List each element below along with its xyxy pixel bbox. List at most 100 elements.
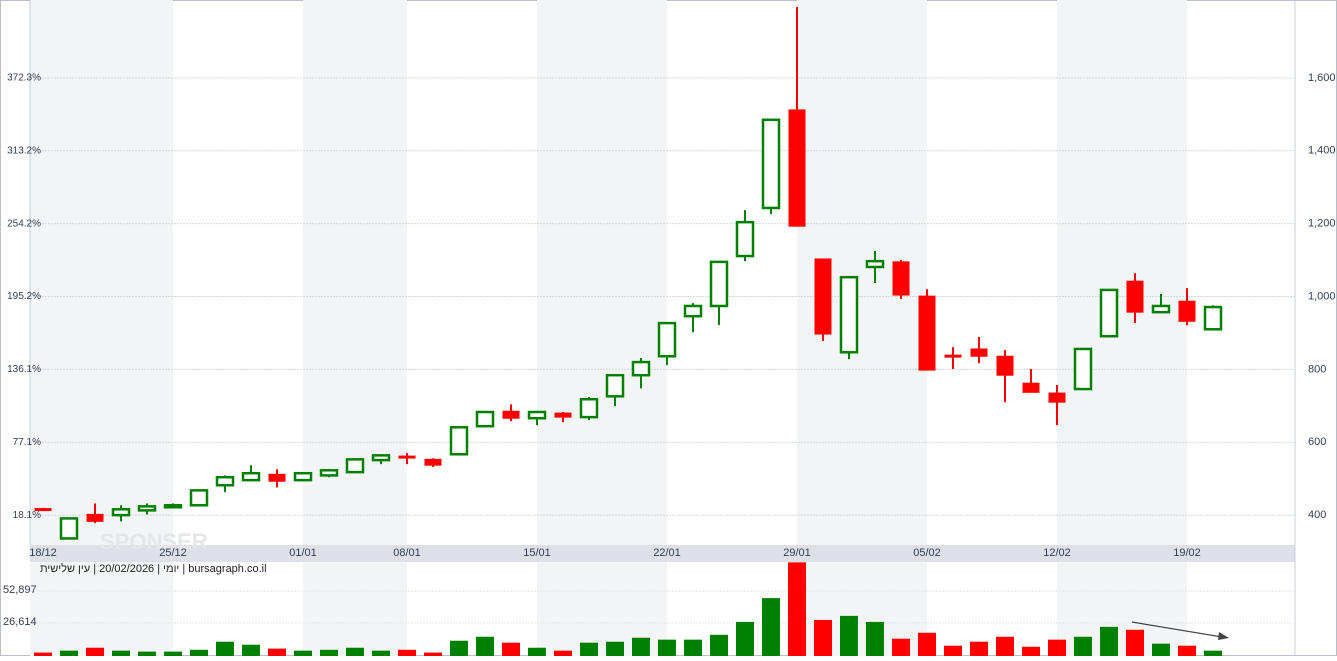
volume-bar [450,640,468,656]
y2-tick-label: 313.2% [7,146,41,157]
y2-tick-label: 77.1% [13,437,41,448]
x-tick-label: 05/02 [913,547,941,559]
x-tick-label: 12/02 [1043,547,1071,559]
candle-body [735,220,755,258]
y-tick-label: 800 [1308,363,1326,375]
volume-bar [918,632,936,656]
y2-tick-label: 18.1% [13,510,41,521]
y2-tick-label: 195.2% [7,291,41,302]
x-tick-label: 15/01 [523,547,551,559]
candle-body [1178,300,1196,322]
y2-tick-label: 136.1% [7,364,41,375]
volume-bar [554,650,572,656]
candle-body [605,373,625,398]
volume-bar [190,649,208,656]
candle-body [527,410,547,420]
volume-bar [606,641,624,656]
y-tick-label: 1,200 [1308,218,1336,230]
volume-bar [1100,626,1118,656]
volume-bar [398,649,416,656]
candle-body [1048,392,1066,403]
candle-body [371,454,391,462]
volume-bar [1126,629,1144,656]
candle-body [865,259,885,269]
candle-body [241,471,261,482]
candle-body [683,304,703,318]
trend-arrow-head [1218,632,1229,640]
candle-body [424,458,442,466]
candle-body [475,410,495,428]
candle-body [1203,305,1223,331]
x-tick-label: 08/01 [393,547,421,559]
y-tick-label: 1,600 [1308,72,1336,84]
volume-bar [1204,650,1222,656]
y-tick-label: 1,400 [1308,145,1336,157]
volume-bar [216,641,234,656]
volume-bar [424,652,442,656]
volume-bar [320,649,338,656]
volume-bar [86,647,104,656]
candle-body [788,109,806,227]
candle-body [215,475,235,487]
candle-body [137,505,157,512]
x-tick-label: 29/01 [783,547,811,559]
candle-body [189,489,209,507]
candle-body [1073,347,1093,391]
y2-tick-label: 254.2% [7,218,41,229]
volume-bar [164,651,182,656]
volume-bar [476,636,494,656]
candle-body [579,398,599,419]
candle-body [814,258,832,335]
week-band [537,0,667,545]
candle-body [996,355,1014,376]
candle-body [839,275,859,354]
candle-body [111,508,131,517]
volume-bar [112,650,130,656]
volume-bar [34,652,52,656]
volume-bar [268,648,286,656]
candle-body [502,410,520,419]
volume-bar [788,562,806,656]
week-band [1057,0,1187,545]
volume-bar [242,644,260,656]
x-tick-label: 18/12 [29,547,57,559]
volume-bar [372,650,390,656]
volume-bar [970,641,988,656]
week-band [30,0,173,545]
volume-tick-label: 26,614 [3,616,37,628]
caption: יומי | 20/02/2026 | עין שלישית | bursagr… [40,562,267,575]
volume-bar [892,638,910,656]
x-tick-label: 25/12 [159,547,187,559]
volume-bar [1048,639,1066,656]
volume-bar [60,650,78,656]
candle-body [1126,280,1144,313]
candle-body [761,118,781,210]
candle-body [1022,382,1040,393]
candle-body [293,471,313,482]
volume-bar [294,650,312,656]
volume-bar [658,639,676,656]
volume-bar [684,639,702,656]
candle-body [944,354,962,358]
y2-tick-label: 372.3% [7,73,41,84]
volume-bar [580,642,598,656]
week-band [30,562,173,656]
volume-bar [866,621,884,656]
candle-body [163,504,183,509]
x-tick-label: 19/02 [1173,547,1201,559]
candle-body [970,348,988,357]
volume-bar [710,634,728,656]
y-tick-label: 1,000 [1308,290,1336,302]
volume-bar [1022,646,1040,656]
candle-body [319,469,339,477]
plot: 18/12 25/12 01/01 08/01 15/01 22/01 29/01 05/02… [3,6,1336,656]
candle-body [449,426,469,456]
candle-body [554,412,572,418]
week-band [303,562,407,656]
candle-body [398,455,416,459]
candle-body [34,508,52,512]
volume-bar [502,642,520,656]
candle-body [268,473,286,482]
candle-body [657,321,677,358]
x-tick-label: 22/01 [653,547,681,559]
